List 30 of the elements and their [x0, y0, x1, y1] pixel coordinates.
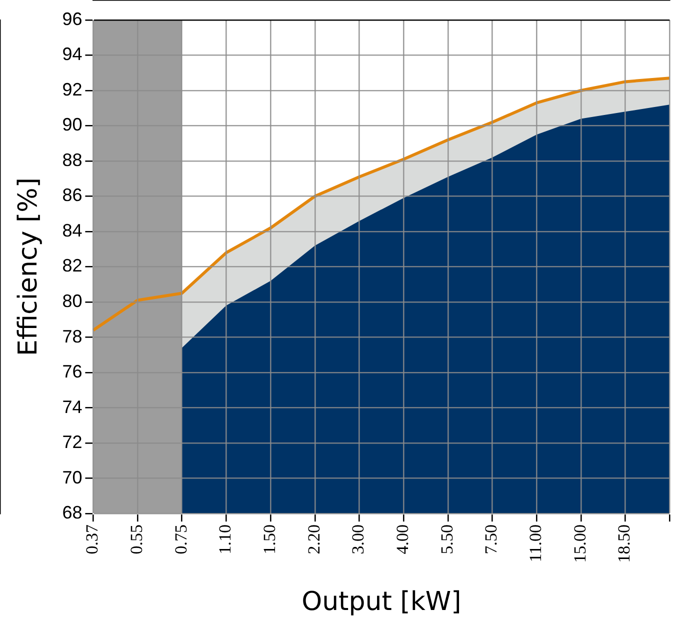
x-axis-title: Output [kW]: [302, 587, 462, 618]
x-tick-label: 3.00: [348, 524, 368, 554]
y-tick-label: 82: [62, 256, 82, 276]
x-tick-label: 15.00: [570, 524, 590, 563]
x-tick-label: 0.55: [127, 524, 146, 554]
y-tick-label: 76: [62, 362, 82, 382]
y-tick-label: 88: [62, 150, 82, 170]
y-tick-label: 68: [62, 502, 82, 523]
x-tick-label: 1.50: [260, 524, 280, 554]
x-tick-label: 5.50: [437, 524, 456, 554]
y-tick-label: 78: [62, 326, 82, 346]
x-tick-label: 18.50: [614, 524, 634, 563]
y-tick-label: 90: [62, 114, 82, 135]
x-tick-label: 1.10: [216, 524, 235, 554]
x-tick-label: 11.00: [526, 524, 546, 562]
x-tick-label: 2.20: [304, 524, 324, 554]
y-tick-label: 72: [62, 432, 82, 452]
x-tick-label: 0.37: [82, 524, 102, 554]
y-tick-label: 92: [62, 79, 82, 100]
y-tick-label: 86: [62, 185, 82, 206]
y-axis-title: Efficiency [%]: [13, 178, 44, 356]
y-tick-label: 74: [62, 396, 82, 417]
x-tick-label: 0.75: [171, 524, 190, 554]
y-tick-label: 80: [62, 290, 82, 311]
y-tick-label: 84: [62, 220, 82, 240]
x-tick-label: 7.50: [482, 524, 501, 554]
y-tick-label: 70: [62, 467, 82, 488]
y-tick-label: 94: [62, 44, 82, 64]
x-tick-label: 4.00: [393, 524, 412, 554]
y-tick-label: 96: [62, 8, 82, 29]
